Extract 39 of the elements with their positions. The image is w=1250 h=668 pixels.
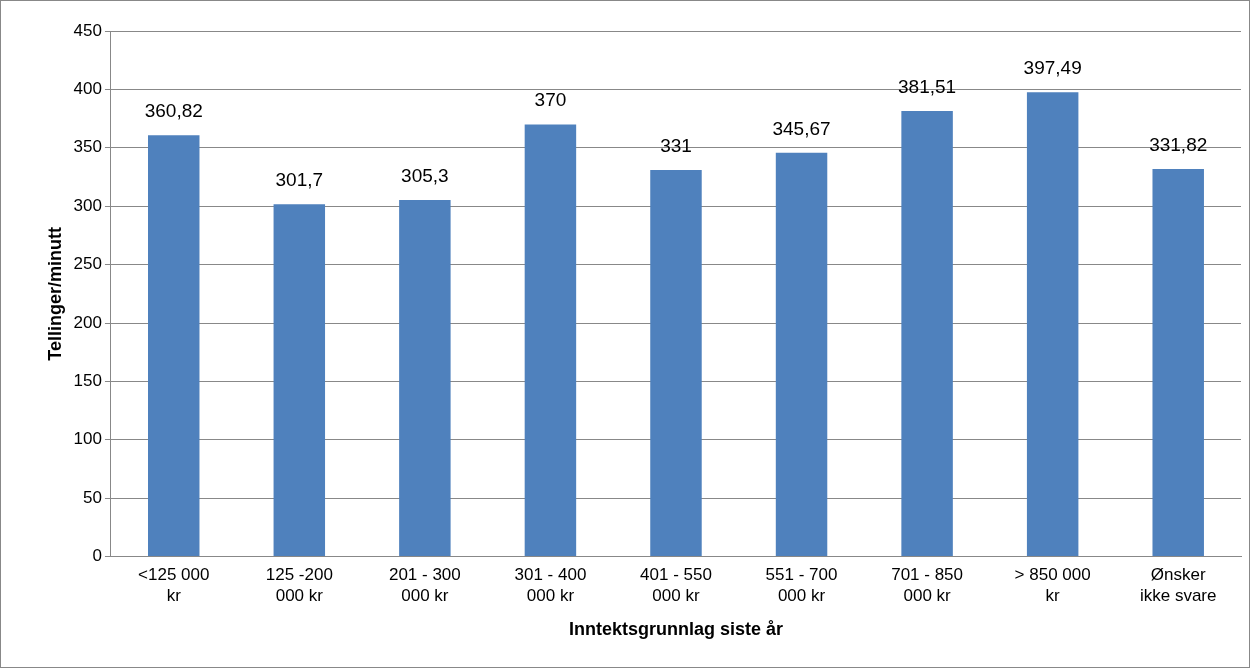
bar xyxy=(524,124,577,557)
x-tick-label: <125 000 kr xyxy=(138,565,210,605)
x-tick-label: Ønsker ikke svare xyxy=(1139,565,1217,605)
y-tick-label: 250 xyxy=(73,254,102,274)
bar xyxy=(273,204,326,557)
x-tick-label: 301 - 400 000 kr xyxy=(514,565,587,605)
x-tick-label: 201 - 300 000 kr xyxy=(388,565,461,605)
y-tick-label: 0 xyxy=(92,546,102,566)
bar xyxy=(901,111,953,557)
data-label: 331 xyxy=(660,134,692,156)
x-tick-label: 401 - 550 000 kr xyxy=(640,565,712,605)
y-axis-title: Tellinger/minutt xyxy=(44,226,65,361)
y-tick-label: 300 xyxy=(73,195,102,215)
data-label: 301,7 xyxy=(275,168,324,190)
y-tick-label: 150 xyxy=(73,371,102,391)
data-label: 331,82 xyxy=(1149,133,1208,155)
data-label: 370 xyxy=(534,89,567,111)
data-label: 360,82 xyxy=(144,99,203,121)
bar xyxy=(399,200,451,557)
y-tick-label: 100 xyxy=(73,429,102,449)
x-tick-label: > 850 000 kr xyxy=(1014,565,1091,605)
data-label: 345,67 xyxy=(772,117,831,139)
bar xyxy=(1026,92,1079,557)
x-tick-label: 701 - 850 000 kr xyxy=(891,565,964,605)
y-tick-label: 200 xyxy=(73,312,102,332)
data-label: 397,49 xyxy=(1023,57,1082,79)
y-tick-label: 50 xyxy=(83,487,102,507)
y-tick-label: 450 xyxy=(73,20,102,40)
x-tick-label: 551 - 700 000 kr xyxy=(765,565,838,605)
data-label: 381,51 xyxy=(898,75,957,97)
x-axis-title: Inntektsgrunnlag siste år xyxy=(568,619,784,640)
bar xyxy=(1152,169,1204,557)
y-tick-label: 400 xyxy=(73,79,102,99)
x-tick-label: 125 -200 000 kr xyxy=(265,565,333,605)
bar xyxy=(650,169,702,557)
bar xyxy=(775,152,828,557)
bar xyxy=(148,135,200,557)
data-label: 305,3 xyxy=(401,164,449,186)
y-tick-label: 350 xyxy=(73,137,102,157)
